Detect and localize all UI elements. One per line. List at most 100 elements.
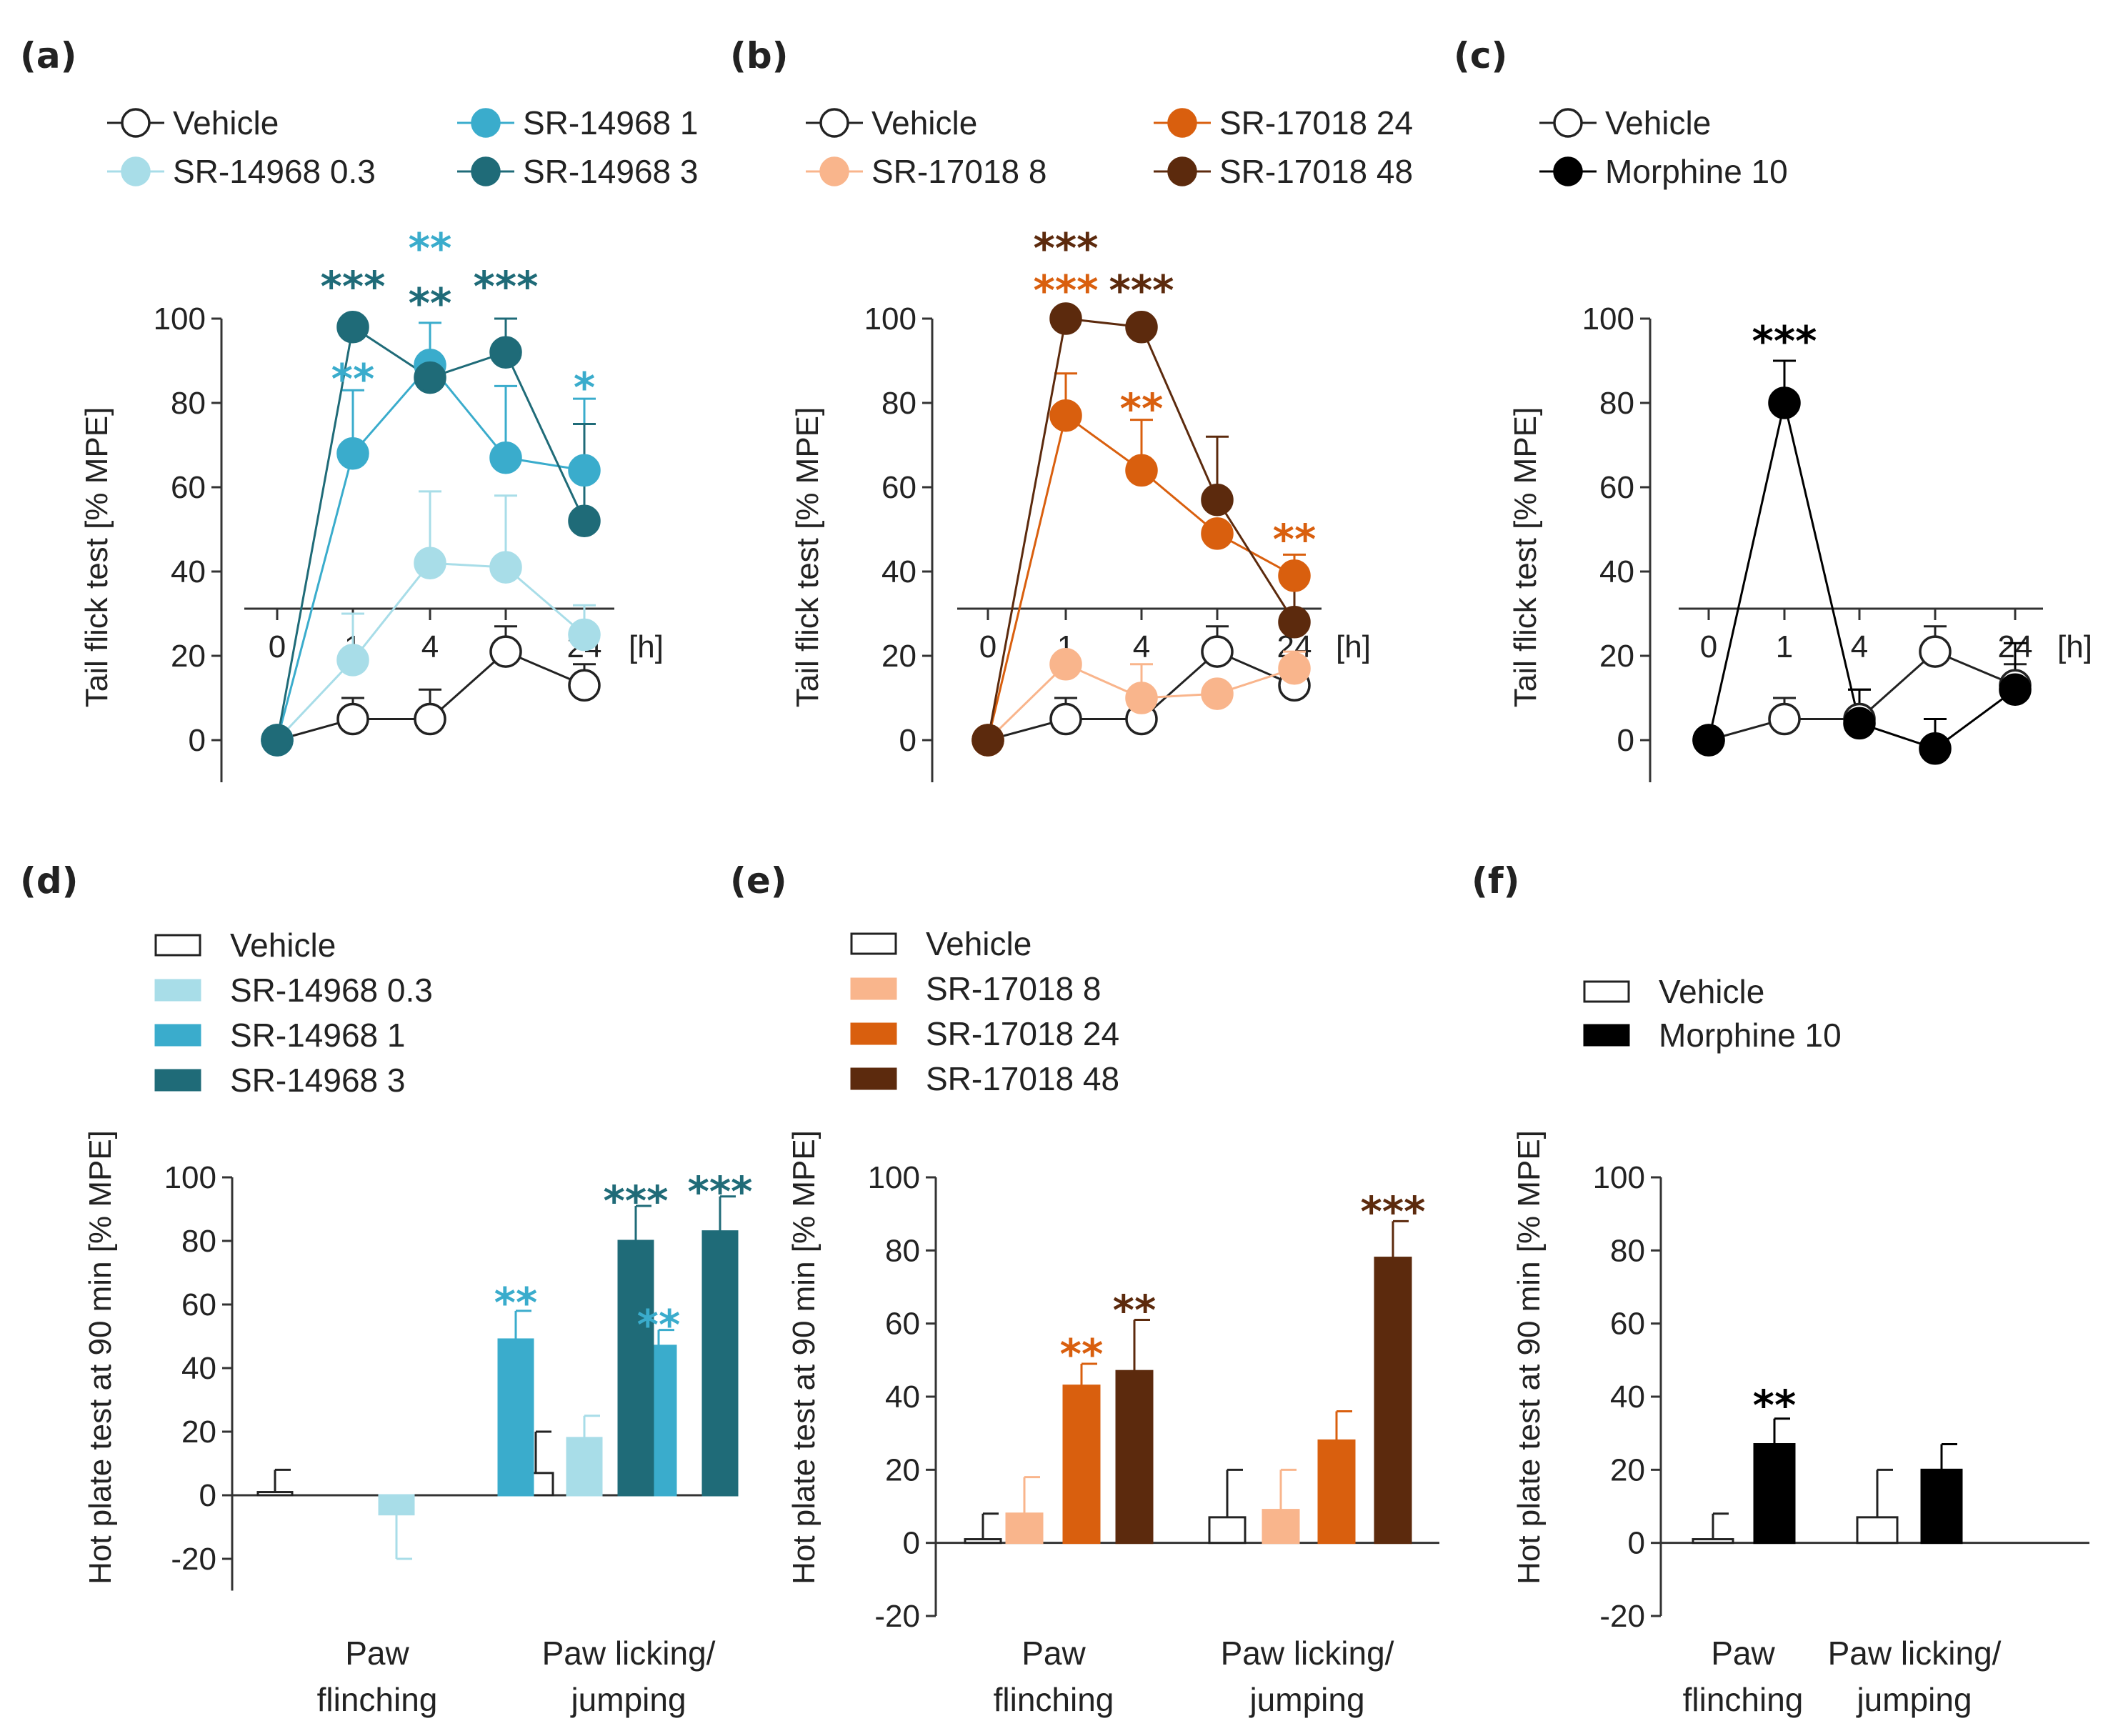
significance-marker: *** — [1034, 266, 1099, 315]
panel-label: (f) — [1472, 860, 1519, 902]
legend-label: SR-14968 3 — [523, 153, 699, 190]
legend-label: Morphine 10 — [1605, 153, 1788, 190]
bar — [701, 1230, 739, 1497]
x-tick-label: 0 — [979, 629, 996, 664]
legend-label: Vehicle — [1659, 973, 1764, 1010]
y-tick-label: 60 — [181, 1287, 216, 1322]
legend-marker — [1553, 156, 1583, 186]
x-unit-label: [h] — [1336, 629, 1371, 664]
data-point — [1049, 702, 1082, 736]
x-category-line: jumping — [1855, 1681, 1972, 1718]
legend-label: Vehicle — [926, 925, 1031, 962]
y-tick-label: 40 — [1599, 554, 1634, 589]
y-tick-label: 60 — [171, 470, 206, 505]
significance-marker: ** — [1753, 1381, 1797, 1430]
bar — [1753, 1443, 1796, 1545]
y-tick-label: 80 — [881, 386, 916, 421]
legend-swatch — [850, 932, 897, 955]
y-tick-label: 0 — [903, 1526, 920, 1561]
y-axis-label: Hot plate test at 90 min [% MPE] — [83, 1130, 118, 1585]
panel-label: (e) — [730, 860, 787, 902]
data-point — [489, 441, 522, 474]
significance-marker: *** — [1109, 266, 1174, 315]
data-point — [1201, 635, 1234, 668]
y-tick-label: 40 — [881, 554, 916, 589]
significance-marker: *** — [1752, 317, 1817, 366]
y-axis-label: Hot plate test at 90 min [% MPE] — [786, 1130, 821, 1585]
x-tick-label: 0 — [1700, 629, 1717, 664]
data-point — [568, 618, 601, 652]
legend: Vehicle Morphine 10 — [1583, 973, 1842, 1054]
data-point — [568, 669, 601, 702]
data-point — [1692, 724, 1725, 757]
bar — [1374, 1257, 1412, 1545]
data-point — [336, 644, 369, 677]
data-point — [1201, 517, 1234, 550]
data-point — [489, 635, 522, 668]
y-tick-label: 80 — [1599, 386, 1634, 421]
y-tick-label: 100 — [864, 301, 916, 336]
y-tick-label: 0 — [189, 723, 206, 758]
bar — [1005, 1512, 1044, 1545]
x-category-line: flinching — [1683, 1681, 1804, 1718]
y-tick-label: 60 — [1610, 1307, 1645, 1342]
y-tick-label: 20 — [181, 1415, 216, 1450]
significance-marker: *** — [474, 262, 539, 311]
series-layer — [261, 311, 601, 757]
legend-swatch — [154, 934, 201, 957]
legend-swatch — [850, 977, 897, 1000]
data-point — [489, 336, 522, 369]
bar — [1115, 1370, 1154, 1545]
legend-marker — [819, 156, 849, 186]
x-tick-label: 4 — [1133, 629, 1150, 664]
y-tick-label: 80 — [171, 386, 206, 421]
significance-marker: ** — [1273, 515, 1317, 564]
legend-swatch — [1583, 980, 1630, 1003]
legend-label: SR-17018 24 — [926, 1015, 1119, 1052]
legend: Vehicle Morphine 10 — [1539, 104, 1788, 190]
x-category-line: Paw licking/ — [1221, 1635, 1394, 1672]
data-point — [1125, 682, 1158, 714]
bars-layer — [256, 1195, 739, 1560]
data-point — [1125, 311, 1158, 344]
y-tick-label: 100 — [868, 1160, 920, 1195]
y-tick-label: 60 — [881, 470, 916, 505]
significance-marker: ** — [494, 1279, 538, 1327]
y-tick-label: 0 — [1617, 723, 1634, 758]
series-line-1 — [1707, 402, 2016, 750]
data-point — [1999, 673, 2032, 706]
legend-label: Vehicle — [230, 927, 336, 964]
legend: Vehicle SR-17018 8 SR-17018 24 SR-17018 48 — [806, 104, 1413, 190]
panel-label: (b) — [730, 35, 789, 76]
legend-marker — [121, 108, 151, 138]
y-tick-label: 0 — [899, 723, 916, 758]
legend-swatch — [1583, 1024, 1630, 1047]
x-tick-label: 4 — [421, 629, 439, 664]
y-tick-label: -20 — [171, 1542, 216, 1577]
y-axis-label: Tail flick test [% MPE] — [1508, 407, 1543, 708]
legend-marker — [1553, 108, 1583, 138]
y-tick-label: 20 — [885, 1452, 920, 1487]
bars-layer — [964, 1219, 1412, 1545]
legend-label: SR-14968 0.3 — [173, 153, 376, 190]
x-category-label: Paw licking/jumping — [1828, 1635, 2002, 1718]
legend-label: SR-17018 8 — [926, 970, 1102, 1007]
legend-label: Vehicle — [1605, 104, 1711, 141]
legend-swatch — [850, 1067, 897, 1090]
legend-marker — [121, 156, 151, 186]
series-layer — [1692, 359, 2032, 765]
y-tick-label: 100 — [1582, 301, 1634, 336]
bar — [256, 1491, 294, 1497]
x-category-line: jumping — [569, 1681, 686, 1718]
bar — [1856, 1516, 1899, 1545]
panel-d: (d) -20 0 20 40 60 80 100 Hot plate test at 90 m… — [20, 860, 753, 1718]
bar — [1062, 1385, 1101, 1545]
legend: Vehicle SR-14968 0.3 SR-14968 1 SR-14968 3 — [154, 927, 433, 1099]
y-axis-label: Tail flick test [% MPE] — [79, 407, 114, 708]
data-point — [1278, 606, 1311, 639]
y-tick-label: 60 — [885, 1307, 920, 1342]
y-tick-label: 80 — [1610, 1233, 1645, 1268]
data-point — [1278, 559, 1311, 592]
